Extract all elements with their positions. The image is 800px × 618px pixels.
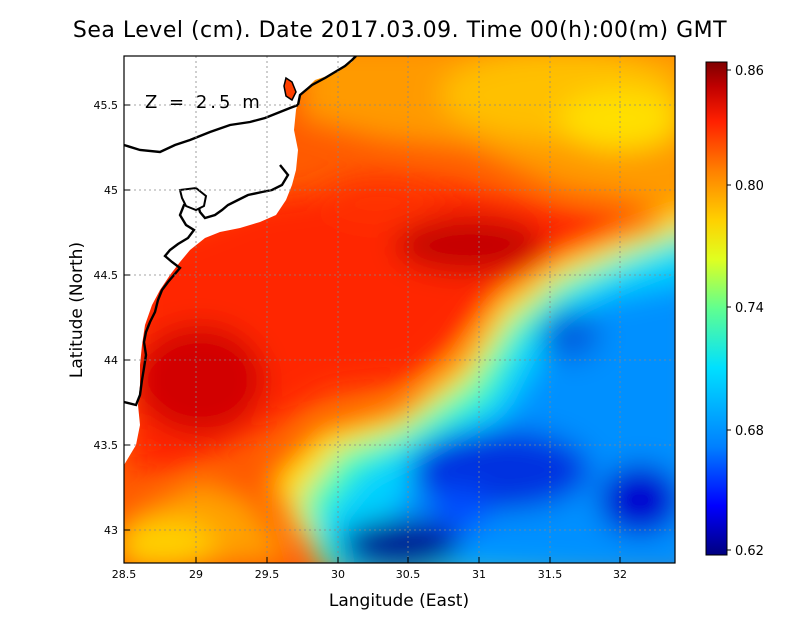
- y-axis: 43 43.5 44 44.5 45 45.5 Latitude (North): [67, 99, 130, 537]
- colorbar-label: 0.86: [735, 64, 764, 79]
- grid: [124, 56, 675, 563]
- y-tick-label: 43.5: [94, 439, 119, 452]
- colorbar-label: 0.80: [735, 179, 764, 194]
- x-axis: 28.5 29 29.5 30 30.5 31 31.5 32 Langitud…: [112, 557, 627, 611]
- colorbar-label: 0.74: [735, 301, 764, 316]
- x-axis-title: Langitude (East): [329, 591, 469, 611]
- x-tick-label: 28.5: [112, 568, 137, 581]
- colorbar-label: 0.62: [735, 544, 764, 559]
- land-area: [124, 56, 355, 465]
- y-tick-label: 43: [104, 524, 118, 537]
- plot-frame: [123, 55, 676, 564]
- colorbar-gradient: [705, 61, 728, 556]
- y-tick-label: 44: [104, 354, 118, 367]
- x-tick-label: 29.5: [255, 568, 280, 581]
- x-tick-label: 30.5: [396, 568, 421, 581]
- colorbar-label: 0.68: [735, 424, 764, 439]
- depth-label: Z = 2.5 m: [145, 92, 263, 113]
- x-tick-label: 30: [331, 568, 345, 581]
- sea-level-field: Z = 2.5 m: [124, 56, 675, 563]
- y-tick-label: 44.5: [94, 269, 119, 282]
- x-tick-label: 31.5: [538, 568, 563, 581]
- x-tick-label: 31: [472, 568, 486, 581]
- y-axis-title: Latitude (North): [67, 242, 87, 378]
- coastline-bay: [124, 164, 290, 407]
- y-tick-label: 45.5: [94, 99, 119, 112]
- coastline: [124, 103, 299, 154]
- y-tick-label: 45: [104, 184, 118, 197]
- x-tick-label: 32: [613, 568, 627, 581]
- colorbar: 0.86 0.80 0.74 0.68 0.62: [705, 61, 764, 559]
- map-title: Sea Level (cm). Date 2017.03.09. Time 00…: [72, 18, 728, 43]
- x-tick-label: 29: [189, 568, 203, 581]
